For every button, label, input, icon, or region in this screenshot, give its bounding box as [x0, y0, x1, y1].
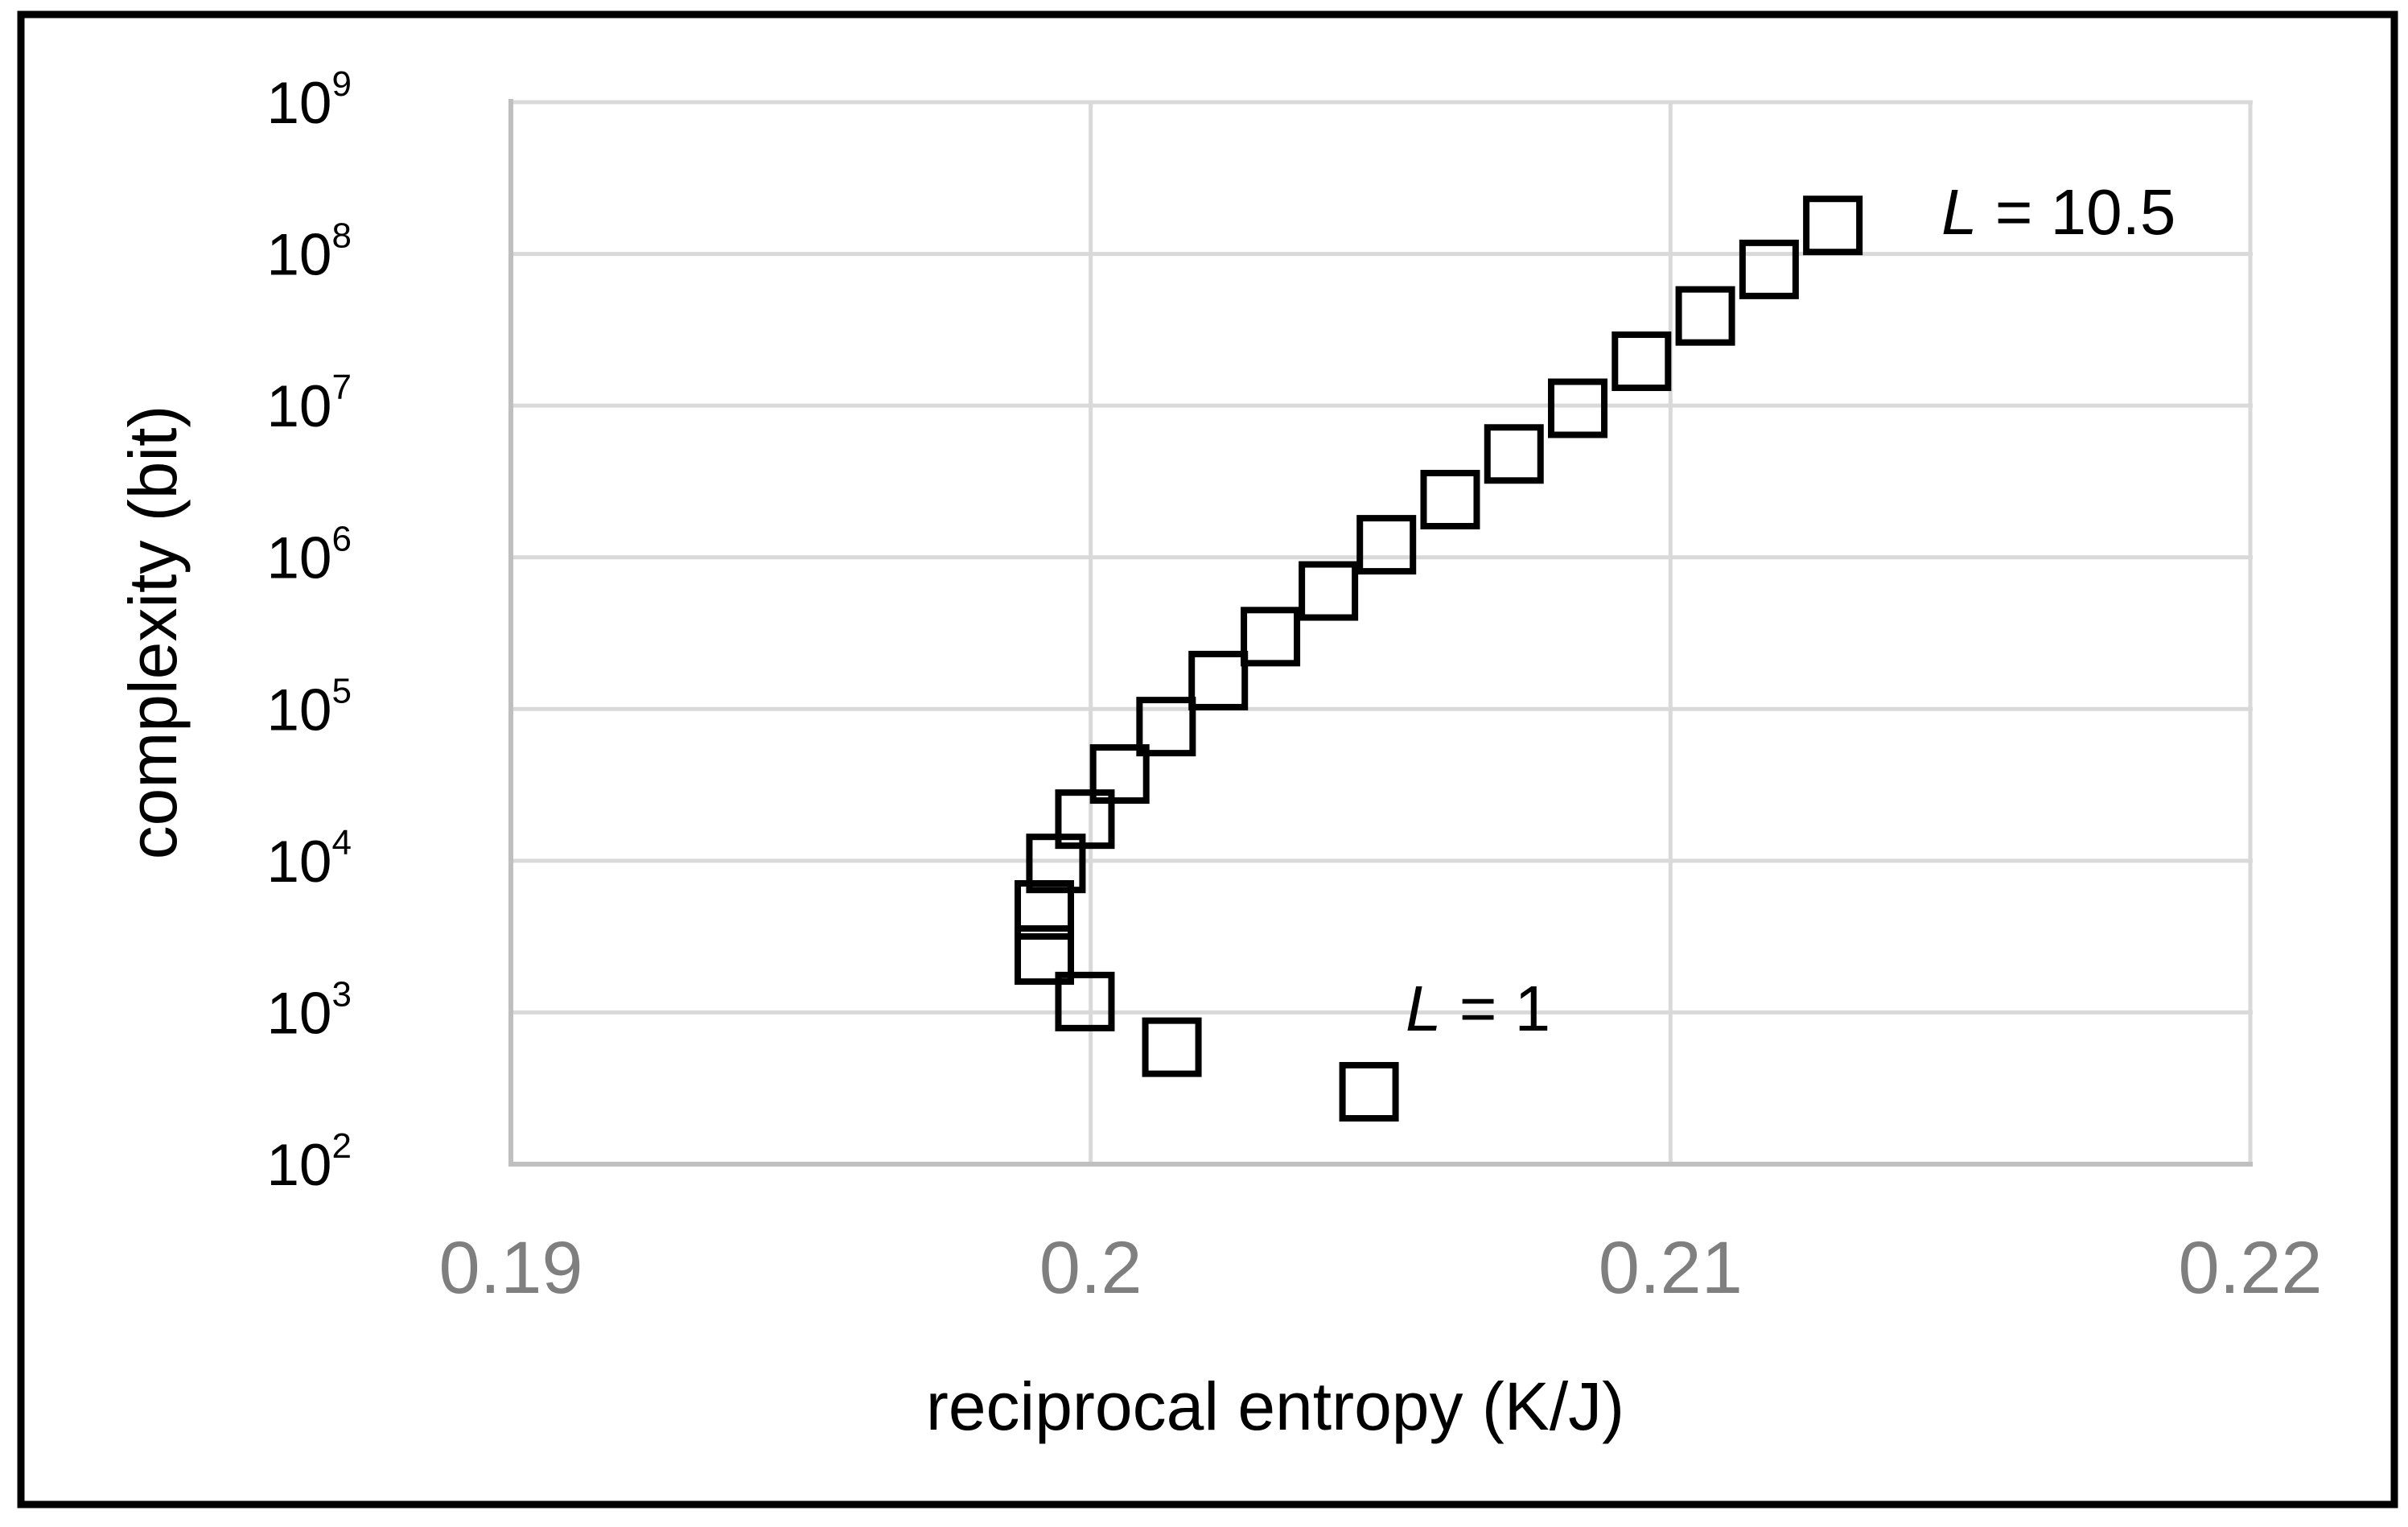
data-point-marker — [1142, 1017, 1202, 1077]
gridlines — [511, 100, 2253, 1164]
data-point-marker — [1015, 925, 1075, 986]
y-tick-label: 103 — [266, 974, 352, 1046]
data-point-marker — [1136, 697, 1196, 757]
y-tick-label: 102 — [266, 1126, 352, 1198]
x-axis-tick-labels: 0.19 0.2 0.21 0.22 — [438, 1227, 2322, 1309]
data-point-marker — [1356, 515, 1417, 575]
data-point-marker — [1188, 650, 1249, 710]
x-axis-title: reciprocal entropy (K/J) — [925, 1369, 1625, 1444]
data-point-marker — [1299, 561, 1359, 621]
y-tick-label: 108 — [266, 216, 352, 288]
data-point-marker — [1675, 286, 1735, 346]
x-tick-label: 0.2 — [1039, 1227, 1142, 1309]
y-axis-tick-labels: 102 103 104 105 106 107 108 109 — [266, 64, 352, 1198]
data-point-markers — [1015, 196, 1863, 1122]
x-tick-label: 0.21 — [1599, 1227, 1743, 1309]
data-point-marker — [1420, 470, 1480, 530]
data-point-marker — [1339, 1062, 1399, 1122]
data-point-marker — [1055, 971, 1115, 1031]
y-tick-label: 105 — [266, 671, 352, 743]
data-point-marker — [1055, 789, 1115, 850]
data-point-marker — [1015, 879, 1075, 940]
y-tick-label: 107 — [266, 368, 352, 439]
axis-lines — [508, 99, 2253, 1167]
y-tick-label: 106 — [266, 520, 352, 591]
data-point-marker — [1241, 607, 1301, 667]
annotations: L = 10.5 L = 1 — [1406, 176, 2175, 1044]
data-point-marker — [1739, 239, 1799, 299]
data-point-marker — [1548, 378, 1608, 438]
data-point-marker — [1803, 196, 1863, 256]
y-axis-title: complexity (bit) — [115, 405, 191, 860]
x-tick-label: 0.19 — [438, 1227, 582, 1309]
y-tick-label: 109 — [266, 64, 352, 136]
data-point-marker — [1612, 331, 1672, 392]
x-tick-label: 0.22 — [2178, 1227, 2322, 1309]
series-annotation-label: L = 1 — [1406, 973, 1550, 1044]
data-point-marker — [1484, 424, 1544, 484]
figure-border — [17, 10, 2398, 1508]
series-annotation-label: L = 10.5 — [1941, 176, 2175, 248]
y-tick-label: 104 — [266, 823, 352, 895]
data-point-marker — [1089, 744, 1150, 805]
